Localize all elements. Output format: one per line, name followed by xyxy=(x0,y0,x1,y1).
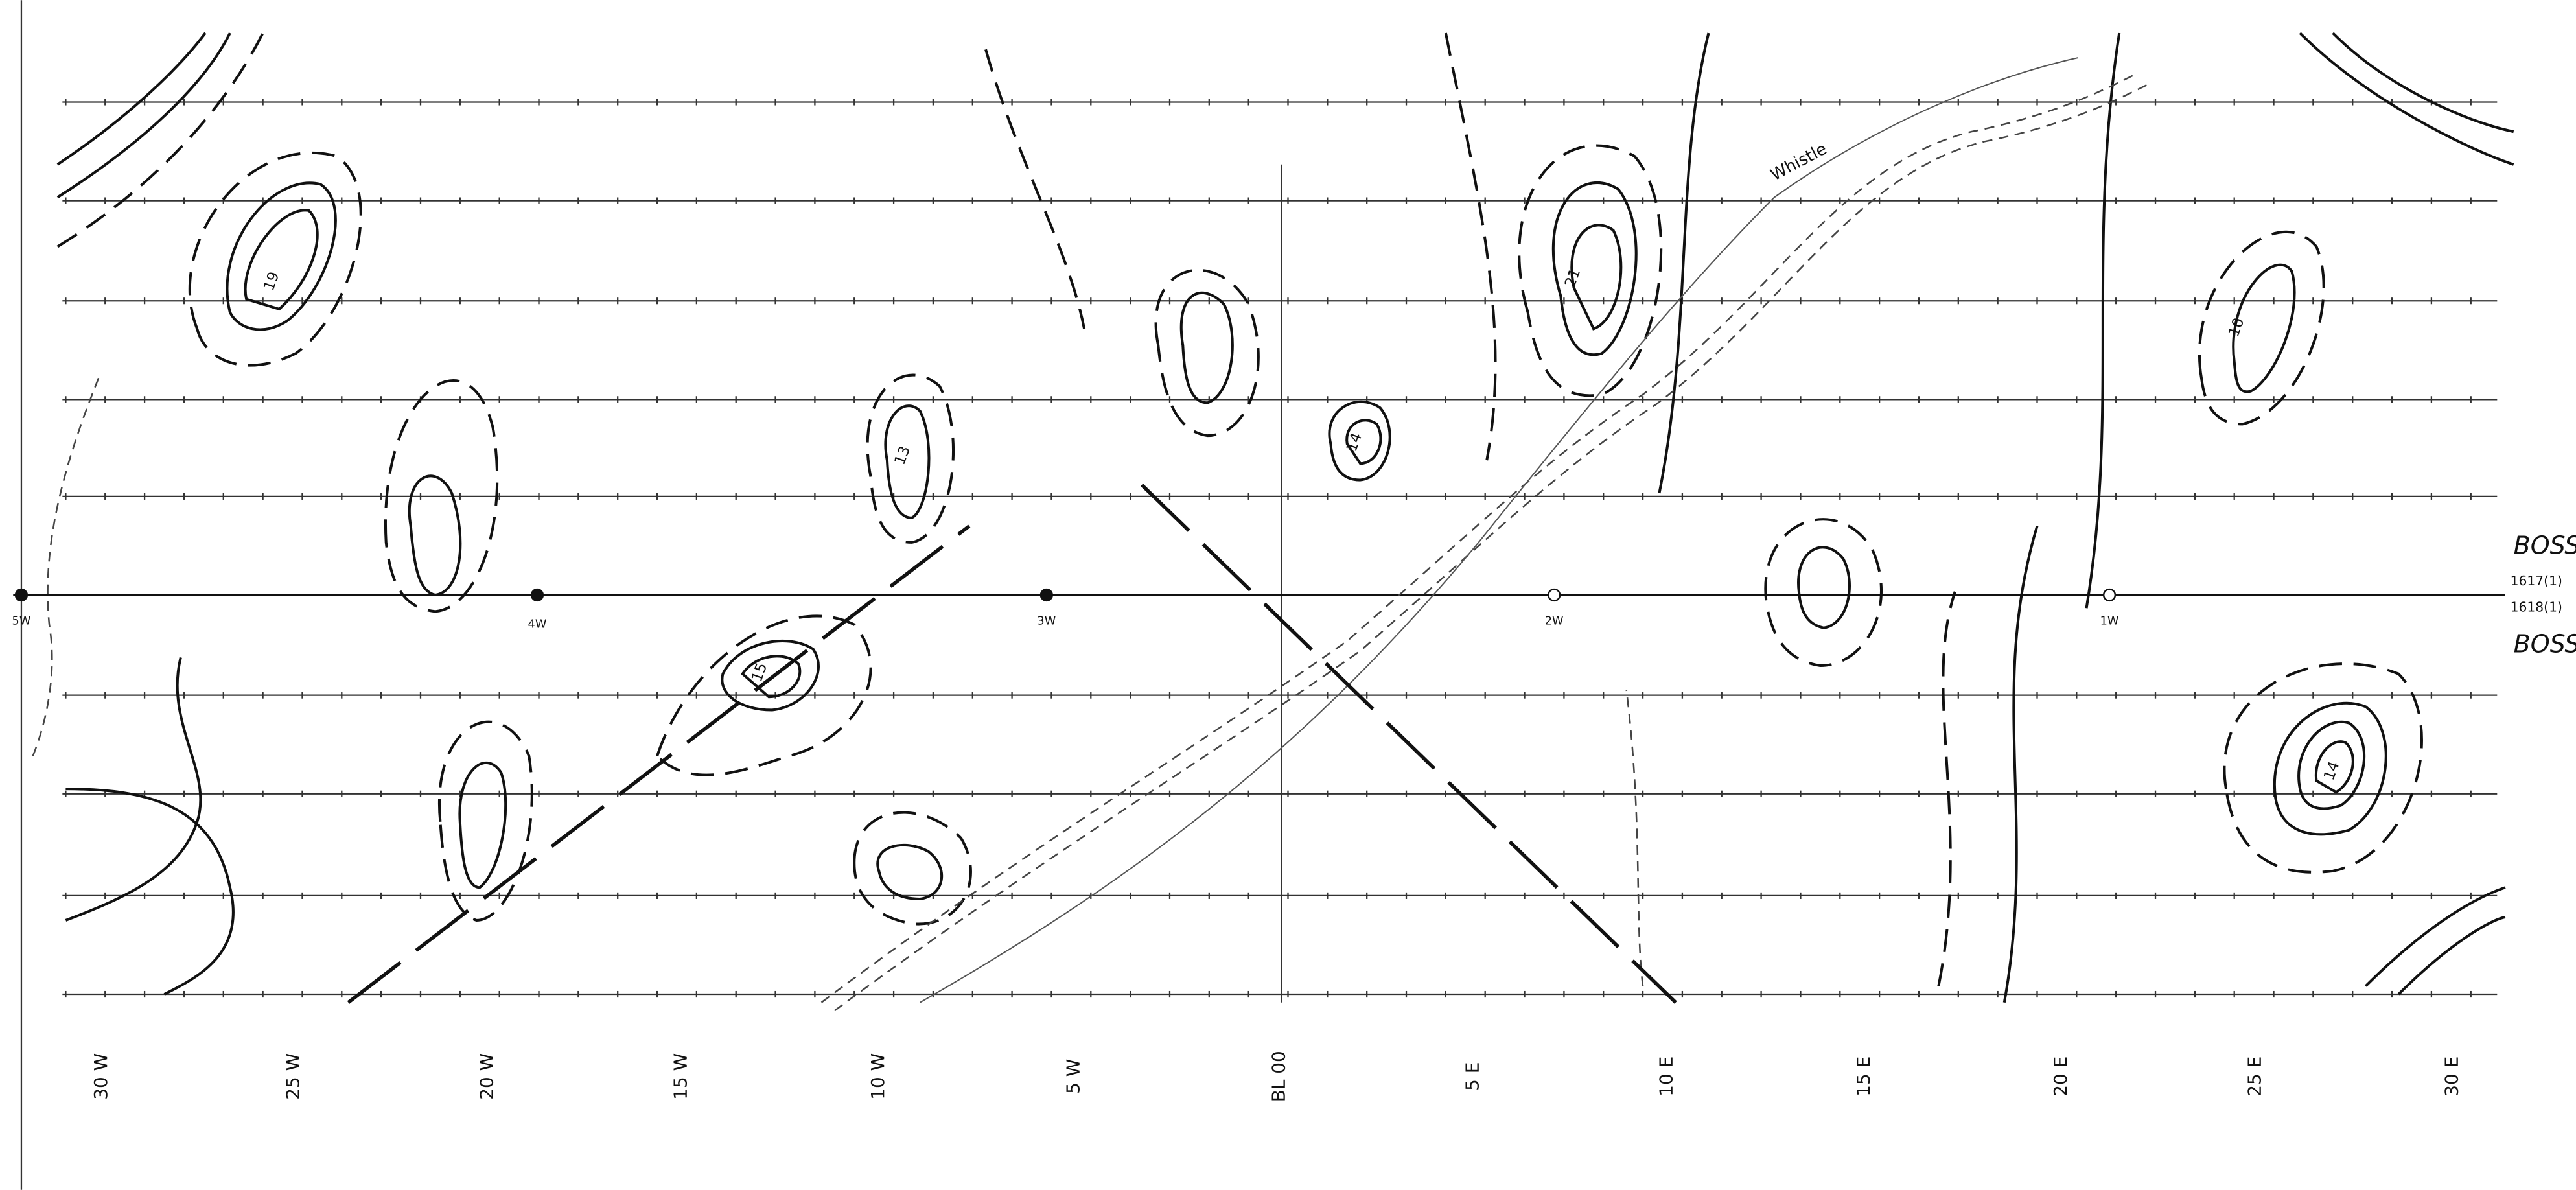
station-label: 10 W xyxy=(867,1053,888,1100)
peak-value: 21 xyxy=(1562,266,1584,290)
baseline-label: 1617(1) xyxy=(2511,573,2562,589)
station-label: 25 W xyxy=(282,1053,303,1100)
station-label: BL 00 xyxy=(1268,1051,1289,1102)
station-label: 15 E xyxy=(1853,1056,1874,1097)
picket-label: 3W xyxy=(1037,615,1056,628)
picket xyxy=(16,589,27,601)
annotation: Whistle xyxy=(1767,139,1830,185)
station-label: 30 E xyxy=(2441,1056,2462,1097)
picket-label: 2W xyxy=(1545,615,1564,628)
line-label: BOSS 1 xyxy=(2514,531,2576,560)
station-label: 5 W xyxy=(1063,1059,1084,1094)
picket xyxy=(1041,589,1052,601)
contours xyxy=(58,33,2514,1003)
picket-label: 5W xyxy=(12,615,31,628)
picket xyxy=(1548,589,1560,601)
survey-lines xyxy=(62,99,2497,998)
picket xyxy=(531,589,543,601)
survey-grid xyxy=(13,0,2505,1189)
station-label: 20 E xyxy=(2050,1056,2071,1097)
picket-label: 1W xyxy=(2100,615,2119,628)
labels: BOSS 1 BOSS 2 1617(1) 1618(1) Whistle 30… xyxy=(12,139,2576,1102)
station-label: 15 W xyxy=(670,1053,691,1100)
line-label: BOSS 2 xyxy=(2514,630,2576,659)
station-label: 10 E xyxy=(1656,1056,1677,1097)
picket xyxy=(2104,589,2115,601)
baseline-label: 1618(1) xyxy=(2511,599,2562,614)
peak-value: 10 xyxy=(2225,316,2247,339)
interpretation-lines xyxy=(348,485,1675,1003)
contour-map: BOSS 1 BOSS 2 1617(1) 1618(1) Whistle 30… xyxy=(0,0,2576,1190)
peak-value: 19 xyxy=(261,270,283,293)
peak-value: 13 xyxy=(892,444,914,467)
station-label: 5 E xyxy=(1462,1062,1483,1091)
picket-label: 4W xyxy=(528,618,547,631)
station-label: 20 W xyxy=(476,1053,498,1100)
station-label: 30 W xyxy=(90,1053,111,1100)
station-label: 25 E xyxy=(2244,1056,2265,1097)
page: {"map":{ "stations":["30 W","25 W","20 W… xyxy=(0,0,2576,1190)
peak-value: 14 xyxy=(2321,759,2343,782)
